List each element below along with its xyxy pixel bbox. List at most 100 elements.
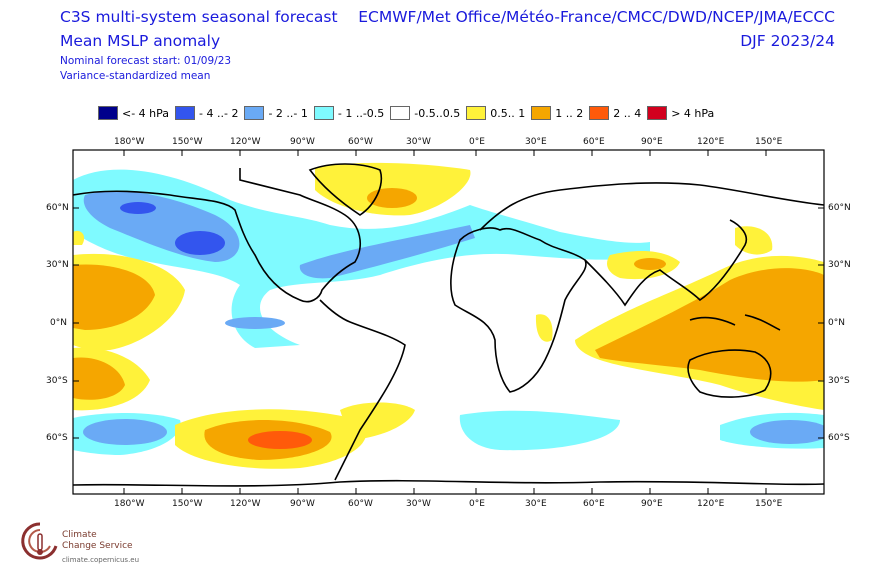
lat-label: 0°N: [828, 318, 845, 328]
lon-label: 0°E: [469, 137, 485, 147]
legend-swatch: [98, 106, 118, 120]
lon-label: 150°W: [172, 499, 203, 509]
lon-label: 120°E: [697, 137, 725, 147]
positive-core-greenland: [367, 188, 417, 208]
lon-label: 60°E: [583, 137, 605, 147]
legend-item: 1 .. 2: [531, 106, 583, 120]
lon-label: 150°E: [755, 499, 783, 509]
legend-item: 0.5.. 1: [466, 106, 525, 120]
legend-label: 0.5.. 1: [490, 106, 526, 120]
lat-label: 30°N: [46, 260, 69, 270]
lon-label: 120°W: [230, 499, 261, 509]
lat-label: 60°N: [828, 203, 851, 213]
legend-label: 2 .. 4: [613, 106, 642, 120]
lon-label: 60°E: [583, 499, 605, 509]
lon-label: 180°W: [114, 499, 145, 509]
legend-label: - 4 ..- 2: [199, 106, 239, 120]
coastline-greenland: [308, 163, 382, 216]
legend-swatch: [175, 106, 196, 120]
lon-label: 90°E: [641, 499, 663, 509]
lon-label: 120°W: [230, 137, 261, 147]
lat-label: 30°S: [46, 376, 68, 386]
lon-label: 90°E: [641, 137, 663, 147]
lon-label: 30°W: [406, 137, 431, 147]
positive-core-indo-pacific: [595, 268, 824, 382]
lon-label: 90°W: [290, 137, 315, 147]
legend-label: - 2 ..- 1: [268, 106, 308, 120]
coastline-africa: [450, 227, 587, 393]
lon-label: 30°E: [525, 137, 547, 147]
logo-name-line-2: Change Service: [62, 541, 133, 551]
lon-label: 60°W: [348, 499, 373, 509]
lon-label: 0°E: [469, 499, 485, 509]
legend-item: - 1 ..-0.5: [313, 106, 385, 120]
lat-label: 60°S: [46, 433, 68, 443]
legend-swatch: [244, 106, 265, 120]
legend-swatch: [390, 106, 411, 120]
copernicus-logo-icon: [21, 522, 58, 560]
coastline-north-america: [73, 168, 361, 303]
legend-swatch: [589, 106, 610, 120]
negative-core-southern-ocean: [750, 420, 824, 444]
negative-core-south-pacific: [83, 419, 167, 445]
positive-core-north-pacific-subtropic: [73, 264, 155, 330]
anomaly-field: [73, 162, 824, 469]
legend-swatch: [647, 106, 668, 120]
legend-swatch: [313, 106, 334, 120]
season-label: DJF 2023/24: [740, 32, 835, 50]
lat-label: 60°S: [828, 433, 850, 443]
coastline-south-asia: [584, 219, 748, 307]
lat-label: 30°N: [828, 260, 851, 270]
forecast-start: Nominal forecast start: 01/09/23: [60, 55, 232, 67]
logo-url: climate.copernicus.eu: [62, 556, 140, 564]
lon-label: 120°E: [697, 499, 725, 509]
lat-label: 60°N: [46, 203, 69, 213]
lat-label: 0°N: [50, 318, 67, 328]
negative-core-alaska: [120, 202, 156, 214]
axis-ticks: [73, 150, 824, 494]
legend-swatch: [466, 106, 487, 120]
systems-list: ECMWF/Met Office/Météo-France/CMCC/DWD/N…: [358, 8, 835, 26]
legend-label: <- 4 hPa: [122, 106, 170, 120]
lon-label: 30°W: [406, 499, 431, 509]
coastline-eurasia-north: [479, 182, 824, 231]
lon-label: 180°W: [114, 137, 145, 147]
coastlines: [73, 163, 824, 487]
lon-label: 90°W: [290, 499, 315, 509]
lon-label: 30°E: [525, 499, 547, 509]
legend-item: - 2 ..- 1: [244, 106, 308, 120]
negative-region-south-atlantic: [459, 410, 620, 451]
positive-region-far-west: [73, 230, 85, 245]
lon-label: 150°E: [755, 137, 783, 147]
positive-core-south-pacific-east: [73, 357, 125, 400]
lat-label: 30°S: [828, 376, 850, 386]
map-frame: [72, 149, 825, 495]
legend-swatch: [531, 106, 552, 120]
coastline-indonesia: [689, 314, 781, 331]
legend-label: - 1 ..-0.5: [337, 106, 385, 120]
legend-item: > 4 hPa: [647, 106, 714, 120]
legend-item: - 4 ..- 2: [175, 106, 238, 120]
positive-region-east-africa: [535, 314, 553, 342]
positive-region-south-atlantic-west: [340, 402, 415, 440]
method-note: Variance-standardized mean: [60, 70, 211, 82]
negative-core-pacific: [175, 231, 225, 255]
legend-item: 2 .. 4: [589, 106, 641, 120]
coastline-south-america: [319, 299, 406, 481]
legend-label: 1 .. 2: [555, 106, 584, 120]
legend-item: -0.5..0.5: [390, 106, 460, 120]
legend-label: > 4 hPa: [671, 106, 715, 120]
coastline-antarctica: [73, 479, 824, 487]
max-anomaly-south-pacific: [248, 431, 312, 449]
legend-item: <- 4 hPa: [98, 106, 169, 120]
negative-region-atlantic: [299, 225, 475, 279]
title-line-1: C3S multi-system seasonal forecast: [60, 8, 338, 26]
legend-label: -0.5..0.5: [414, 106, 461, 120]
logo-name-line-1: Climate: [62, 530, 97, 540]
lon-label: 60°W: [348, 137, 373, 147]
coastline-australia: [687, 349, 772, 398]
title-line-2: Mean MSLP anomaly: [60, 32, 221, 50]
positive-core-asia: [634, 258, 666, 270]
lon-label: 150°W: [172, 137, 203, 147]
